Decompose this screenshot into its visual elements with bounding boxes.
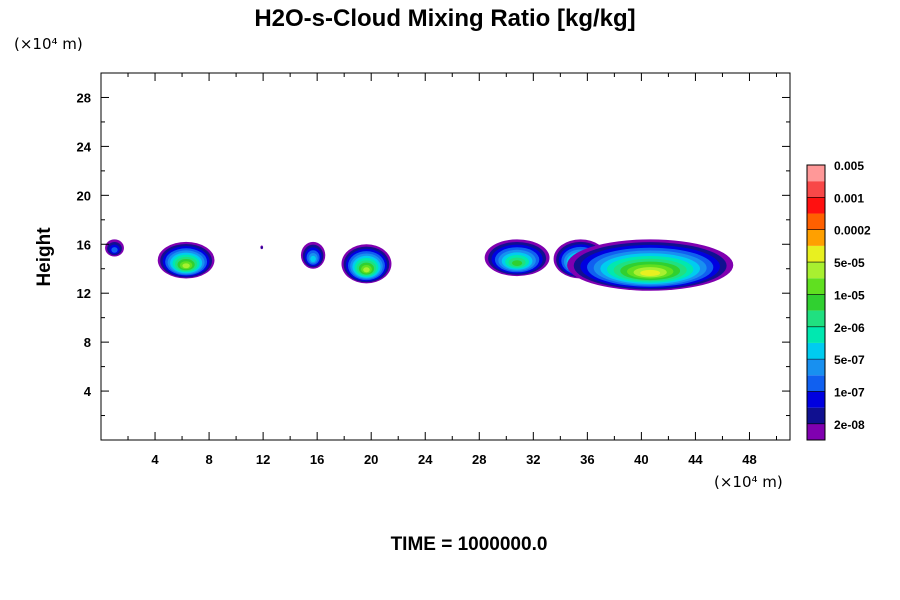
y-axis-label: Height <box>34 227 55 287</box>
colorbar-swatch <box>807 359 825 376</box>
cloud-contour-band <box>363 267 370 273</box>
colorbar-swatch <box>807 165 825 182</box>
cloud-contour-band <box>260 246 263 249</box>
colorbar-swatch <box>807 310 825 327</box>
y-tick-label: 28 <box>77 90 91 105</box>
time-label: TIME = 1000000.0 <box>391 534 548 555</box>
plot-frame <box>100 72 791 441</box>
x-tick-label: 8 <box>205 452 212 467</box>
y-tick-label: 8 <box>84 335 91 350</box>
colorbar-swatch <box>807 375 825 392</box>
x-tick-label: 16 <box>310 452 324 467</box>
colorbar-label: 5e-05 <box>834 256 865 270</box>
x-tick-label: 12 <box>256 452 270 467</box>
cloud-contour-band <box>111 247 118 253</box>
colorbar-label: 2e-06 <box>834 321 865 335</box>
colorbar-swatch <box>807 213 825 230</box>
x-tick-label: 32 <box>526 452 540 467</box>
colorbar-swatch <box>807 407 825 424</box>
y-tick-label: 24 <box>77 139 92 154</box>
colorbar-label: 0.005 <box>834 159 864 173</box>
chart-title: H2O-s-Cloud Mixing Ratio [kg/kg] <box>254 5 635 32</box>
colorbar-label: 1e-05 <box>834 288 865 302</box>
y-tick-label: 4 <box>84 384 92 399</box>
y-axis-ticks: 4 8 12 16 20 24 28 <box>77 72 790 417</box>
colorbar-label: 5e-07 <box>834 353 865 367</box>
colorbar-swatch <box>807 245 825 263</box>
x-tick-label: 20 <box>364 452 378 467</box>
y-tick-label: 12 <box>77 286 91 301</box>
colorbar-swatch <box>807 262 825 279</box>
y-tick-label: 20 <box>77 188 91 203</box>
colorbar-swatch <box>807 326 825 343</box>
colorbar-swatch <box>807 391 825 408</box>
x-tick-label: 36 <box>580 452 594 467</box>
colorbar-swatch <box>807 229 825 246</box>
cloud-contour-band <box>640 269 661 277</box>
cloud-field <box>105 239 734 291</box>
colorbar-swatch <box>807 294 825 311</box>
x-tick-label: 40 <box>634 452 648 467</box>
x-axis-unit: (×10⁴ m) <box>714 473 783 491</box>
x-tick-label: 48 <box>742 452 756 467</box>
colorbar-swatch <box>807 181 825 198</box>
colorbar-swatch <box>807 197 825 214</box>
x-tick-label: 4 <box>151 452 159 467</box>
y-axis-unit: (×10⁴ m) <box>14 35 83 53</box>
cloud-contour-band <box>511 260 523 267</box>
colorbar-label: 0.001 <box>834 191 864 205</box>
cloud-contour-band <box>310 255 316 263</box>
colorbar-swatch <box>807 423 825 440</box>
colorbar-swatch <box>807 278 825 295</box>
colorbar-swatch <box>807 342 825 360</box>
x-axis-ticks: 4 8 12 16 20 24 28 32 36 40 44 48 <box>127 73 777 467</box>
y-tick-label: 16 <box>77 237 91 252</box>
x-tick-label: 44 <box>688 452 703 467</box>
x-tick-label: 28 <box>472 452 486 467</box>
colorbar-label: 2e-08 <box>834 418 865 432</box>
colorbar-label: 1e-07 <box>834 385 865 399</box>
colorbar-legend: 2e-08 1e-07 5e-07 2e-06 1e-05 5e-05 0.0002 0.00… <box>806 159 871 441</box>
cloud-contour-band <box>182 263 190 269</box>
x-tick-label: 24 <box>418 452 433 467</box>
colorbar-label: 0.0002 <box>834 224 871 238</box>
